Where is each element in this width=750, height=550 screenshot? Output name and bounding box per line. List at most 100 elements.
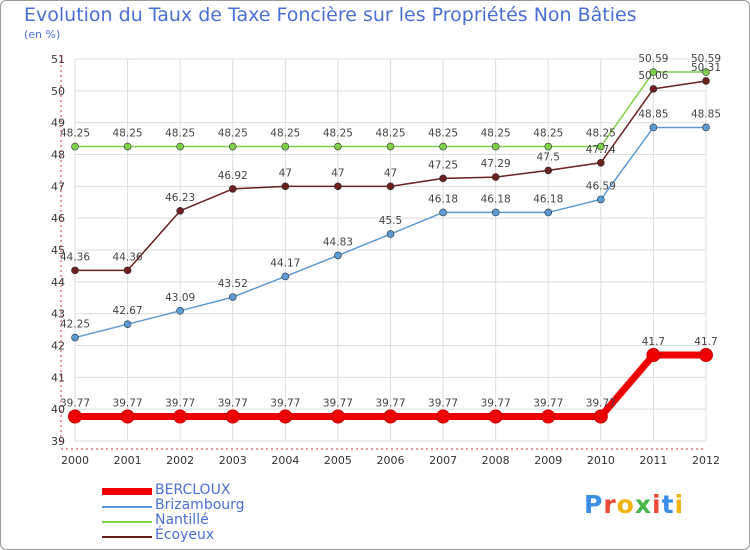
data-label: 50.59 <box>691 53 721 65</box>
data-point <box>173 409 188 424</box>
data-point <box>597 158 605 167</box>
data-point <box>544 166 553 175</box>
data-point <box>334 182 342 191</box>
data-point <box>593 409 608 424</box>
x-tick-label: 2011 <box>639 454 667 467</box>
data-point <box>176 142 184 151</box>
y-tick-label: 51 <box>51 53 65 66</box>
data-label: 41.7 <box>642 336 665 348</box>
data-point <box>228 293 237 301</box>
x-tick-label: 2008 <box>482 454 510 467</box>
data-label: 48.25 <box>323 128 353 140</box>
data-label: 47.74 <box>586 144 616 156</box>
data-label: 48.85 <box>691 108 721 120</box>
y-tick-label: 42 <box>51 340 65 353</box>
legend-swatch-nantille <box>102 521 152 523</box>
data-point <box>228 185 237 193</box>
data-label: 48.85 <box>638 108 668 120</box>
data-label: 50.59 <box>638 53 668 65</box>
x-tick-label: 2006 <box>377 454 405 467</box>
y-tick-label: 48 <box>51 149 65 162</box>
data-point <box>383 409 398 424</box>
data-label: 39.77 <box>323 397 353 409</box>
x-tick-label: 2002 <box>166 454 194 467</box>
data-point <box>436 409 451 424</box>
data-label: 47.25 <box>428 159 458 171</box>
data-point <box>123 142 132 151</box>
data-point <box>386 182 395 191</box>
data-label: 48.25 <box>165 128 195 140</box>
legend-item-brizambourg: Brizambourg <box>102 497 362 514</box>
data-label: 48.25 <box>218 128 248 140</box>
logo-letter: o <box>616 490 635 519</box>
data-label: 48.25 <box>428 128 458 140</box>
data-label: 47.5 <box>537 151 560 163</box>
legend-label-ecoyeux: Écoyeux <box>155 527 215 543</box>
proxiti-logo: Proxiti <box>584 490 684 519</box>
data-point <box>386 230 395 238</box>
data-point <box>176 307 184 315</box>
data-point <box>439 174 447 183</box>
x-tick-label: 2005 <box>324 454 352 467</box>
legend-swatch-brizambourg <box>102 506 152 508</box>
data-label: 46.18 <box>481 193 511 205</box>
data-label: 46.23 <box>165 192 195 204</box>
legend-label-nantille: Nantillé <box>155 512 209 528</box>
data-point <box>649 85 658 93</box>
data-label: 47 <box>279 167 292 179</box>
data-label: 46.92 <box>218 170 248 182</box>
logo-letter: P <box>584 490 604 519</box>
data-point <box>702 123 710 132</box>
logo-letter: r <box>603 490 617 519</box>
y-tick-label: 50 <box>51 85 65 98</box>
data-point <box>123 320 132 328</box>
x-tick-label: 2009 <box>534 454 562 467</box>
data-point <box>699 348 713 363</box>
data-point <box>491 173 500 181</box>
y-tick-label: 45 <box>51 244 65 257</box>
data-point <box>544 208 553 217</box>
data-label: 47 <box>331 167 344 179</box>
legend-item-bercloux: BERCLOUX <box>102 482 362 499</box>
data-point <box>646 348 661 363</box>
y-tick-label: 46 <box>51 212 65 225</box>
data-point <box>597 195 605 204</box>
y-tick-label: 47 <box>51 180 65 193</box>
data-point <box>649 123 658 132</box>
data-point <box>541 409 556 424</box>
data-label: 48.25 <box>481 128 511 140</box>
y-tick-label: 39 <box>51 435 65 448</box>
data-label: 48.25 <box>375 128 405 140</box>
logo-letter: i <box>674 490 685 519</box>
data-point <box>68 409 82 424</box>
data-label: 45.5 <box>379 215 402 227</box>
x-tick-label: 2003 <box>219 454 247 467</box>
x-tick-label: 2007 <box>429 454 457 467</box>
x-tick-label: 2000 <box>61 454 89 467</box>
data-point <box>281 142 290 151</box>
y-tick-label: 44 <box>51 276 65 289</box>
data-point <box>71 142 79 151</box>
data-label: 47.29 <box>481 158 511 170</box>
data-label: 43.09 <box>165 292 195 304</box>
data-label: 41.7 <box>694 336 717 348</box>
data-point <box>544 142 553 151</box>
legend-item-nantille: Nantillé <box>102 512 362 529</box>
chart-unit-label: (en %) <box>24 28 61 41</box>
logo-letter: x <box>634 490 652 519</box>
legend-swatch-bercloux <box>102 488 152 495</box>
data-label: 48.25 <box>533 128 563 140</box>
data-label: 43.52 <box>218 278 248 290</box>
data-label: 48.25 <box>60 128 90 140</box>
data-label: 39.77 <box>428 397 458 409</box>
data-point <box>702 77 710 85</box>
data-label: 48.25 <box>270 128 300 140</box>
legend-swatch-ecoyeux <box>102 536 152 538</box>
data-label: 39.77 <box>533 397 563 409</box>
data-point <box>281 272 290 281</box>
data-point <box>330 409 345 424</box>
data-point <box>228 142 237 151</box>
data-label: 39.77 <box>481 397 511 409</box>
